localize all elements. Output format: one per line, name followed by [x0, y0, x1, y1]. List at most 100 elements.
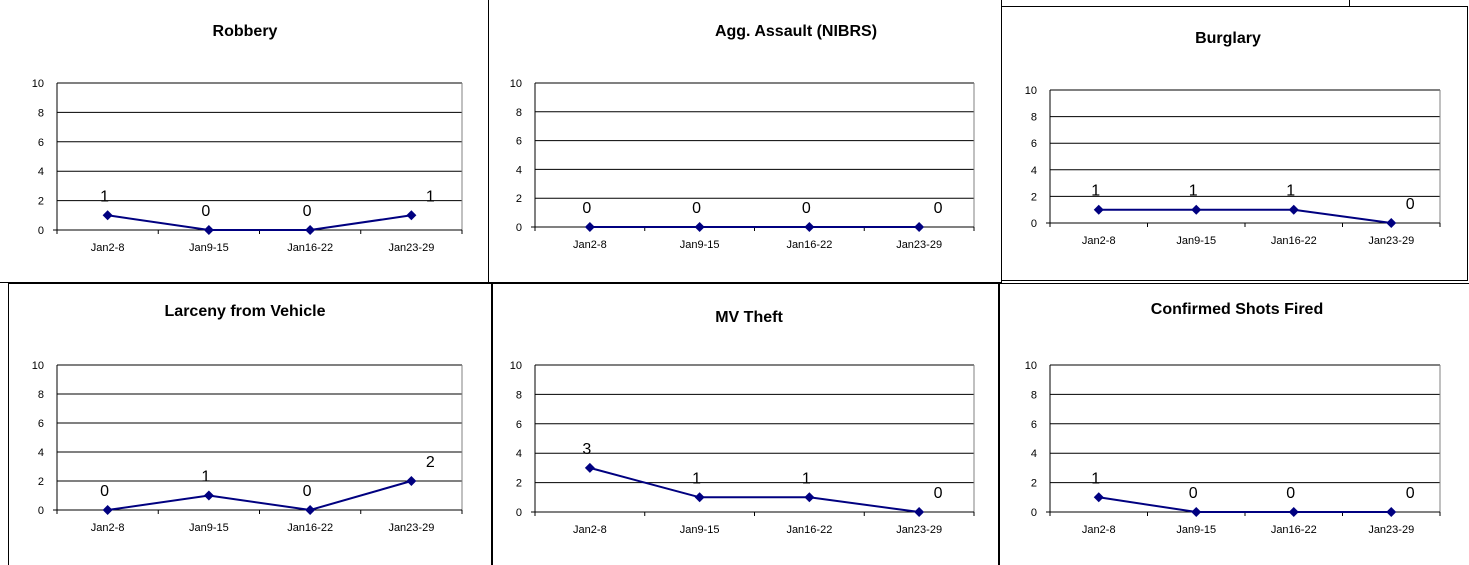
y-tick-label-mv-theft: 10 — [510, 360, 522, 372]
y-tick-label-agg-assault: 4 — [516, 164, 522, 176]
data-point-marker-shots-fired — [1191, 507, 1202, 517]
data-point-marker-larceny — [203, 490, 214, 501]
data-point-marker-shots-fired — [1093, 492, 1104, 503]
y-tick-label-agg-assault: 2 — [516, 193, 522, 205]
y-tick-label-shots-fired: 2 — [1031, 478, 1037, 490]
data-label-robbery: 1 — [100, 188, 109, 205]
x-tick-label-robbery: Jan16-22 — [287, 242, 333, 254]
data-point-marker-larceny — [406, 476, 417, 486]
data-label-mv-theft: 0 — [934, 485, 943, 502]
y-tick-label-shots-fired: 10 — [1025, 360, 1037, 372]
data-label-agg-assault: 0 — [692, 200, 701, 217]
data-label-larceny: 0 — [100, 483, 109, 500]
series-line-robbery — [107, 214, 412, 231]
y-tick-label-larceny: 10 — [32, 360, 44, 372]
y-tick-label-larceny: 8 — [38, 389, 44, 401]
chart-title-robbery: Robbery — [213, 23, 278, 40]
chart-title-agg-assault: Agg. Assault (NIBRS) — [715, 23, 877, 40]
x-tick-label-agg-assault: Jan23-29 — [896, 239, 942, 251]
x-tick-label-mv-theft: Jan16-22 — [786, 524, 832, 536]
data-label-shots-fired: 0 — [1189, 485, 1198, 502]
x-tick-label-burglary: Jan16-22 — [1271, 235, 1317, 247]
data-point-marker-mv-theft — [804, 492, 815, 503]
data-label-agg-assault: 0 — [934, 200, 943, 217]
x-tick-label-burglary: Jan23-29 — [1368, 235, 1414, 247]
x-tick-label-burglary: Jan9-15 — [1176, 235, 1216, 247]
y-tick-label-shots-fired: 0 — [1031, 507, 1037, 519]
data-label-burglary: 1 — [1189, 183, 1198, 200]
y-tick-label-robbery: 8 — [38, 107, 44, 119]
x-tick-label-shots-fired: Jan9-15 — [1176, 524, 1216, 536]
series-line-larceny — [107, 480, 412, 512]
data-label-burglary: 1 — [1286, 183, 1295, 200]
y-tick-label-robbery: 4 — [38, 166, 44, 178]
data-label-larceny: 0 — [303, 483, 312, 500]
data-label-shots-fired: 1 — [1091, 470, 1100, 487]
chart-title-burglary: Burglary — [1195, 30, 1261, 47]
x-tick-label-mv-theft: Jan9-15 — [680, 524, 720, 536]
x-tick-label-robbery: Jan2-8 — [91, 242, 125, 254]
series-line-burglary — [1098, 208, 1392, 224]
chart-title-larceny: Larceny from Vehicle — [165, 303, 326, 320]
data-point-marker-burglary — [1191, 204, 1202, 215]
x-tick-label-shots-fired: Jan16-22 — [1271, 524, 1317, 536]
y-tick-label-robbery: 10 — [32, 78, 44, 90]
data-label-larceny: 2 — [426, 454, 435, 471]
data-point-marker-mv-theft — [914, 507, 925, 517]
x-tick-label-agg-assault: Jan9-15 — [680, 239, 720, 251]
data-label-mv-theft: 1 — [802, 470, 811, 487]
y-tick-label-mv-theft: 6 — [516, 419, 522, 431]
x-tick-label-shots-fired: Jan2-8 — [1082, 524, 1116, 536]
y-tick-label-robbery: 0 — [38, 225, 44, 237]
x-tick-label-burglary: Jan2-8 — [1082, 235, 1116, 247]
data-point-marker-shots-fired — [1288, 507, 1299, 517]
x-tick-label-agg-assault: Jan16-22 — [786, 239, 832, 251]
y-tick-label-burglary: 10 — [1025, 85, 1037, 97]
x-tick-label-larceny: Jan23-29 — [388, 522, 434, 534]
panel-edge-divider — [1349, 0, 1350, 7]
y-tick-label-burglary: 0 — [1031, 218, 1037, 230]
y-tick-label-shots-fired: 4 — [1031, 448, 1037, 460]
chart-panel-larceny — [8, 283, 492, 565]
data-label-burglary: 1 — [1091, 183, 1100, 200]
x-tick-label-robbery: Jan23-29 — [388, 242, 434, 254]
data-point-marker-larceny — [305, 505, 316, 515]
y-tick-label-larceny: 4 — [38, 447, 44, 459]
x-tick-label-mv-theft: Jan2-8 — [573, 524, 607, 536]
y-tick-label-mv-theft: 0 — [516, 507, 522, 519]
y-tick-label-larceny: 2 — [38, 476, 44, 488]
chart-panel-agg-assault — [489, 0, 1002, 283]
y-tick-label-larceny: 6 — [38, 418, 44, 430]
data-point-marker-burglary — [1386, 218, 1397, 228]
y-tick-label-larceny: 0 — [38, 505, 44, 517]
y-tick-label-mv-theft: 4 — [516, 448, 522, 460]
y-tick-label-burglary: 2 — [1031, 191, 1037, 203]
y-tick-label-burglary: 4 — [1031, 165, 1037, 177]
y-tick-label-robbery: 6 — [38, 137, 44, 149]
data-point-marker-agg-assault — [914, 222, 925, 232]
data-point-marker-burglary — [1288, 204, 1299, 215]
data-point-marker-shots-fired — [1386, 507, 1397, 517]
series-line-shots-fired — [1098, 496, 1392, 513]
y-tick-label-mv-theft: 8 — [516, 389, 522, 401]
data-label-robbery: 0 — [303, 203, 312, 220]
data-point-marker-burglary — [1093, 204, 1104, 215]
y-tick-label-burglary: 8 — [1031, 112, 1037, 124]
data-point-marker-robbery — [203, 225, 214, 235]
data-label-burglary: 0 — [1406, 196, 1415, 213]
x-tick-label-agg-assault: Jan2-8 — [573, 239, 607, 251]
y-tick-label-shots-fired: 8 — [1031, 389, 1037, 401]
data-point-marker-robbery — [406, 210, 417, 221]
y-tick-label-robbery: 2 — [38, 196, 44, 208]
data-label-shots-fired: 0 — [1406, 485, 1415, 502]
data-point-marker-agg-assault — [584, 222, 595, 232]
y-tick-label-burglary: 6 — [1031, 138, 1037, 150]
y-tick-label-shots-fired: 6 — [1031, 419, 1037, 431]
chart-title-mv-theft: MV Theft — [715, 309, 783, 326]
data-label-robbery: 1 — [426, 188, 435, 205]
x-tick-label-larceny: Jan16-22 — [287, 522, 333, 534]
x-tick-label-robbery: Jan9-15 — [189, 242, 229, 254]
data-point-marker-agg-assault — [694, 222, 705, 232]
y-tick-label-agg-assault: 8 — [516, 107, 522, 119]
